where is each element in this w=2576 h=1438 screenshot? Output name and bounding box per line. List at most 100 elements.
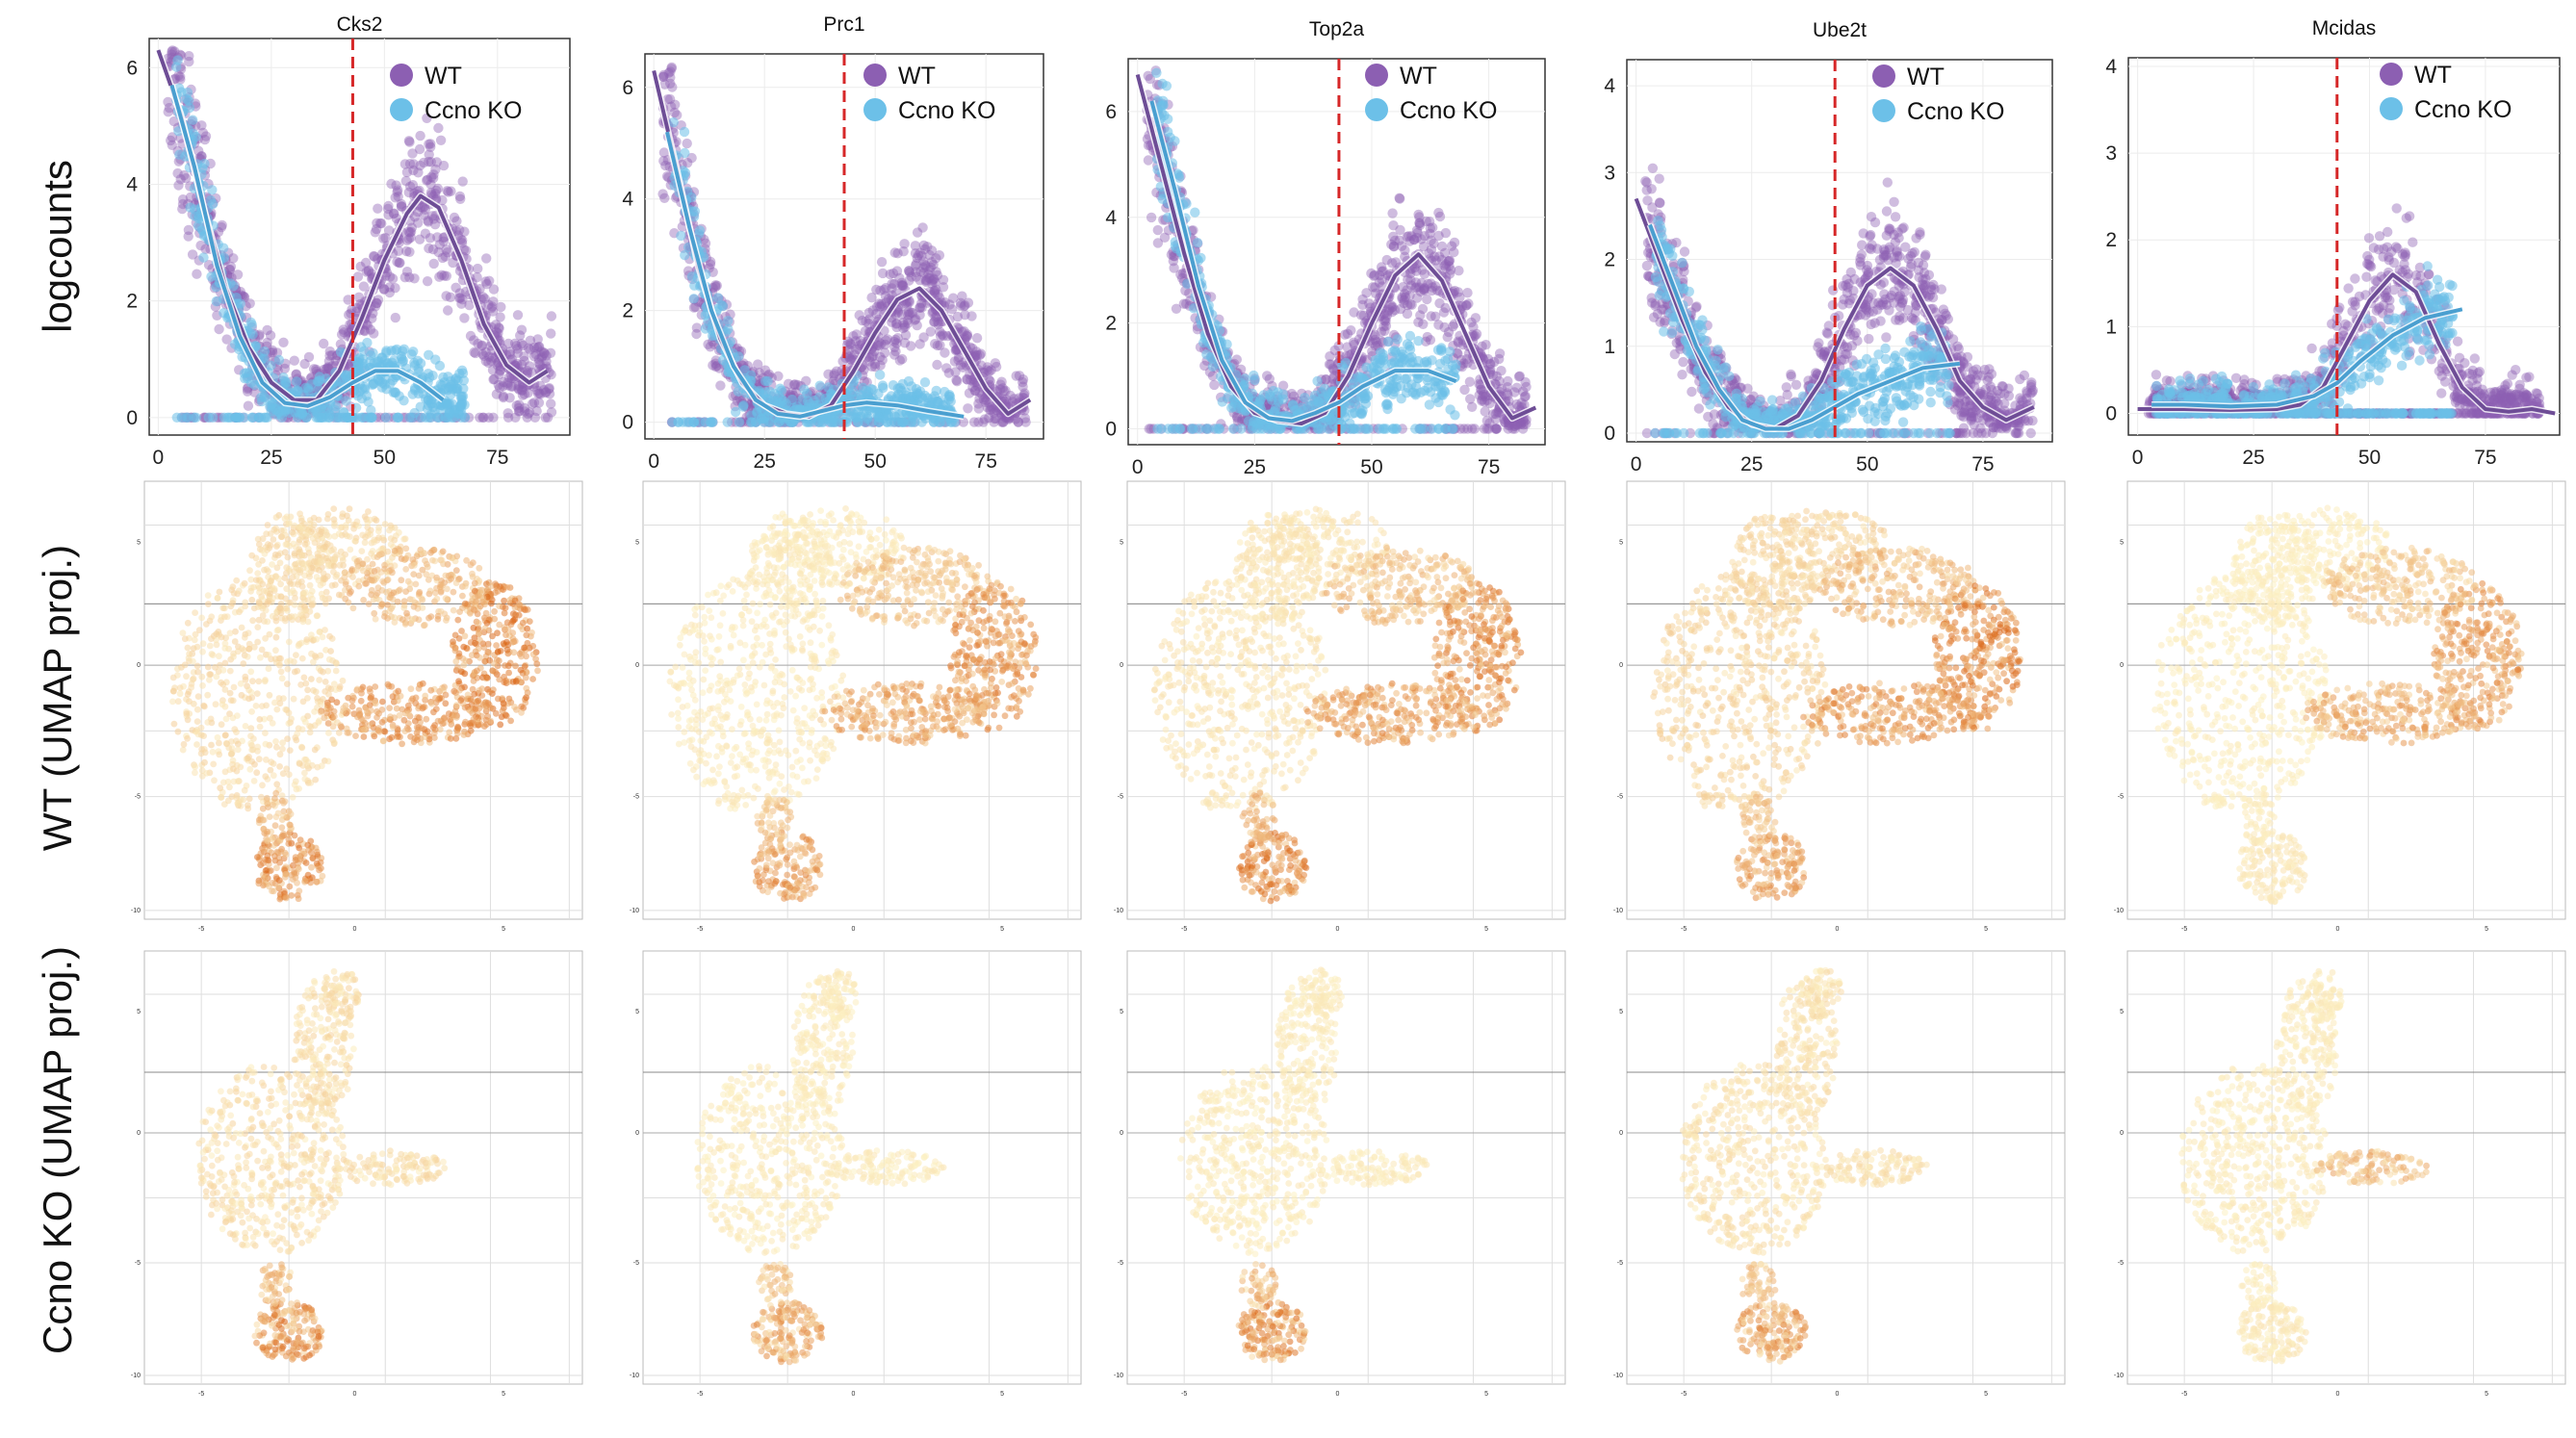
data-point: [998, 386, 1009, 397]
data-point: [415, 358, 426, 369]
data-point: [512, 358, 523, 370]
data-point: [1496, 366, 1507, 376]
data-point: [1412, 227, 1423, 239]
y-tick-label: 0: [622, 412, 633, 434]
data-point: [383, 200, 394, 212]
panel-title: Prc1: [823, 13, 864, 36]
data-point: [491, 326, 502, 337]
data-point: [1381, 310, 1393, 321]
data-point: [425, 139, 436, 149]
data-point: [512, 347, 523, 358]
data-point: [866, 361, 877, 372]
data-point: [1312, 375, 1323, 387]
data-point: [245, 377, 256, 388]
data-point: [177, 194, 189, 205]
data-point: [707, 417, 717, 427]
data-point: [289, 355, 299, 366]
data-point: [384, 282, 395, 293]
data-point: [1342, 328, 1353, 339]
data-point: [424, 243, 434, 254]
data-point: [370, 227, 380, 238]
data-point: [1418, 241, 1430, 252]
data-point: [491, 320, 502, 330]
data-point: [546, 328, 556, 339]
data-point: [498, 392, 509, 403]
y-tick-label: 6: [622, 77, 633, 99]
data-point: [989, 417, 999, 427]
data-point: [414, 143, 425, 155]
data-point: [679, 126, 690, 138]
data-point: [1514, 371, 1526, 381]
data-point: [516, 385, 528, 396]
y-tick-label: 4: [622, 189, 633, 211]
data-point: [378, 233, 389, 244]
data-point: [871, 284, 882, 295]
data-point: [262, 324, 272, 336]
data-point: [396, 198, 407, 210]
data-point: [871, 301, 883, 312]
data-point: [245, 317, 256, 328]
data-point: [270, 404, 281, 415]
legend-marker: [863, 98, 887, 121]
data-point: [1425, 222, 1436, 234]
data-point: [171, 62, 182, 72]
data-point: [262, 337, 272, 348]
data-point: [534, 388, 545, 398]
data-point: [457, 176, 468, 187]
data-point: [904, 309, 915, 320]
data-point: [415, 160, 425, 171]
data-point: [880, 347, 890, 358]
data-point: [667, 82, 678, 92]
data-point: [448, 257, 458, 269]
data-point: [1404, 236, 1415, 246]
data-point: [276, 412, 288, 423]
data-point: [409, 385, 421, 396]
data-point: [1383, 336, 1394, 347]
data-point: [455, 193, 466, 204]
data-point: [196, 120, 207, 131]
data-point: [504, 349, 515, 360]
data-point: [1520, 391, 1531, 401]
data-point: [200, 131, 212, 141]
data-point: [938, 274, 949, 285]
data-point: [175, 174, 186, 185]
data-point: [688, 294, 699, 304]
data-point: [912, 320, 922, 331]
data-point: [1361, 288, 1372, 298]
data-point: [352, 271, 364, 282]
data-point: [912, 227, 923, 238]
data-point: [291, 369, 302, 379]
data-point: [933, 397, 943, 407]
row-label-wt-umap: WT (UMAP proj.): [35, 545, 80, 851]
data-point: [520, 406, 530, 417]
data-point: [175, 71, 186, 83]
data-point: [424, 156, 434, 167]
data-point: [1494, 353, 1505, 365]
data-point: [531, 343, 543, 353]
data-point: [1436, 241, 1448, 252]
data-point: [881, 283, 891, 294]
data-point: [498, 381, 508, 392]
data-point: [1441, 263, 1452, 273]
data-point: [1481, 424, 1492, 434]
data-point: [401, 245, 412, 257]
data-point: [425, 398, 437, 409]
data-point: [431, 157, 442, 167]
data-point: [219, 412, 230, 423]
data-point: [470, 347, 481, 359]
data-point: [1462, 288, 1473, 298]
data-point: [371, 223, 382, 235]
data-point: [971, 333, 983, 344]
data-point: [430, 164, 441, 175]
data-point: [403, 187, 414, 198]
data-point: [408, 347, 419, 357]
data-point: [519, 402, 530, 414]
data-point: [443, 187, 453, 197]
data-point: [1236, 424, 1247, 434]
data-point: [1466, 317, 1477, 328]
data-point: [1394, 193, 1404, 203]
legend-marker: [390, 98, 413, 121]
data-point: [1018, 374, 1029, 385]
data-point: [885, 269, 895, 280]
data-point: [451, 282, 461, 293]
